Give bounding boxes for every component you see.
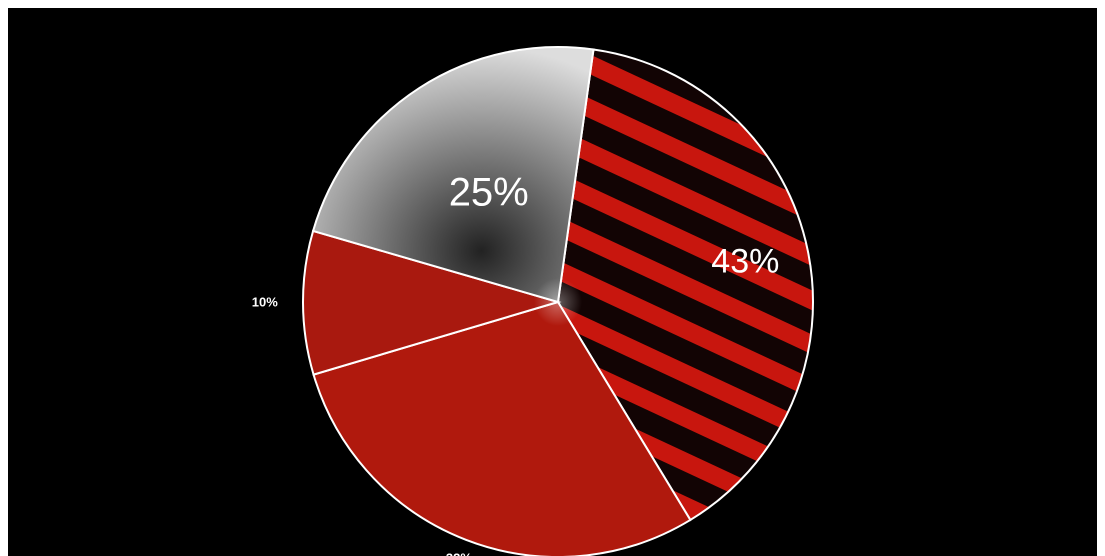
slice-label: 10% xyxy=(252,294,278,309)
slice-label: 43% xyxy=(711,242,779,280)
center-glow xyxy=(518,262,598,342)
labels: 43% 32% 10% 25% xyxy=(252,171,780,556)
pie-slice xyxy=(311,46,595,304)
pie-slice xyxy=(312,300,692,556)
slice-label: 32% xyxy=(446,550,472,556)
pie-slice xyxy=(556,48,814,522)
pie-slice xyxy=(302,229,562,376)
pie xyxy=(302,46,814,556)
slice-label: 25% xyxy=(449,171,529,215)
